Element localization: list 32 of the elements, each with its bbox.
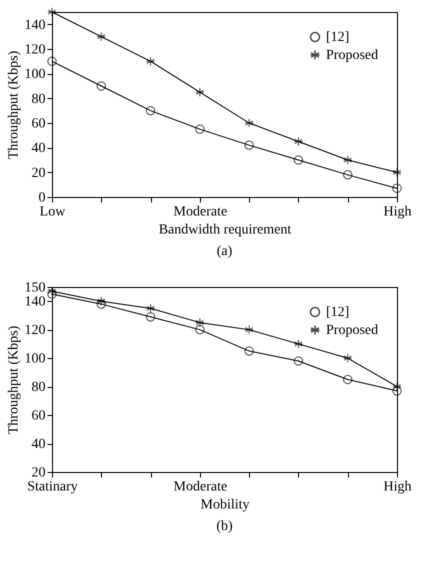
y-tick-label: 20 (32, 166, 46, 181)
y-tick-label: 140 (24, 18, 46, 33)
x-axis-title: Bandwidth requirement (158, 222, 292, 238)
x-tick-label: Moderate (174, 204, 228, 220)
y-tick-label: 150 (24, 280, 46, 296)
x-axis-title: Mobility (200, 498, 250, 512)
y-tick-label: 80 (32, 380, 46, 396)
y-tick-label: 80 (32, 92, 46, 107)
x-tick-label: Statinary (27, 480, 78, 494)
legend-label: [12] (326, 30, 350, 45)
text: (b) (216, 519, 233, 534)
y-tick-label: 40 (32, 141, 46, 156)
y-tick-label: 20 (32, 466, 46, 480)
y-tick-label: 120 (24, 323, 46, 338)
y-tick-label: 60 (32, 116, 46, 132)
legend-label: [12] (326, 305, 350, 320)
y-tick-label: 60 (32, 408, 46, 424)
y-axis-title: Throughput (Kbps) (6, 50, 22, 160)
y-tick-label: 0 (38, 190, 46, 206)
y-tick-label: 100 (24, 67, 46, 82)
y-tick-label: 140 (24, 294, 46, 310)
y-axis-title: Throughput (Kbps) (6, 325, 22, 434)
x-tick-label: Moderate (174, 480, 228, 494)
y-tick-label: 100 (24, 352, 46, 367)
legend-label: Proposed (326, 48, 378, 63)
x-tick-label: High (384, 480, 412, 494)
x-tick-label: Low (40, 204, 66, 220)
legend-label: Proposed (326, 323, 378, 338)
x-tick-label: High (384, 204, 412, 220)
y-tick-label: 120 (24, 42, 46, 58)
text: (a) (216, 244, 233, 259)
y-tick-label: 40 (32, 437, 46, 452)
